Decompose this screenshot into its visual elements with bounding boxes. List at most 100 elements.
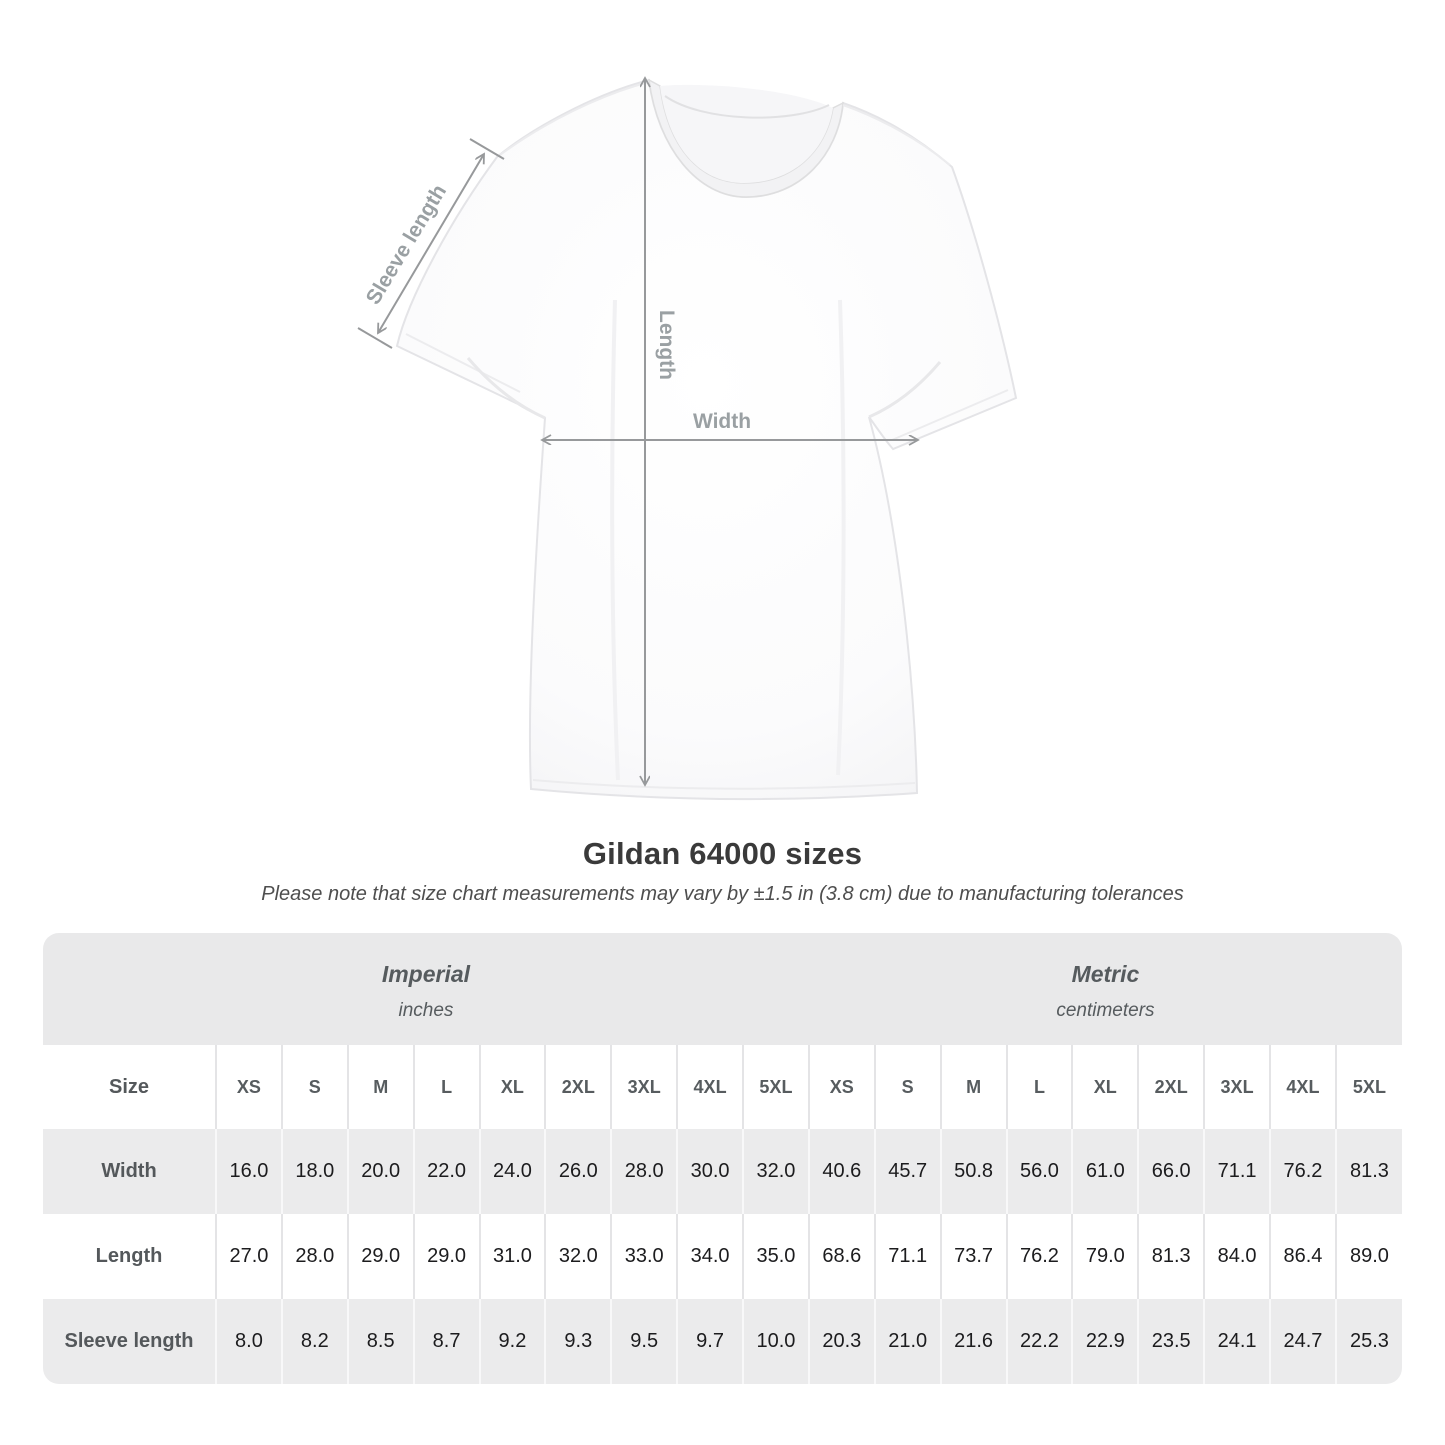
size-row-label: Size <box>43 1045 216 1129</box>
neck-opening <box>660 84 833 183</box>
value-cell-imperial: 9.3 <box>544 1299 612 1384</box>
value-cell-imperial: 9.5 <box>610 1299 678 1384</box>
value-cell-imperial: 8.5 <box>346 1299 414 1384</box>
sleeve-arrow <box>378 154 484 333</box>
value-cell-imperial: 8.0 <box>215 1299 282 1384</box>
size-header-metric-XS: XS <box>807 1045 875 1129</box>
unit-band-row: Imperial inches Metric centimeters <box>43 933 1402 1045</box>
size-header-imperial-XS: XS <box>215 1045 282 1129</box>
page-title: Gildan 64000 sizes <box>582 836 863 871</box>
value-cell-imperial: 29.0 <box>346 1214 414 1299</box>
value-cell-imperial: 9.2 <box>478 1299 546 1384</box>
tshirt-measurement-diagram: Width Length Sleeve length <box>357 0 1018 800</box>
unit-band-imperial: Imperial inches <box>43 933 809 1045</box>
value-cell-metric: 86.4 <box>1269 1214 1336 1299</box>
value-cell-metric: 25.3 <box>1334 1299 1402 1384</box>
value-cell-metric: 68.6 <box>807 1214 875 1299</box>
value-cell-metric: 22.9 <box>1071 1299 1139 1384</box>
size-header-metric-S: S <box>873 1045 941 1129</box>
value-cell-imperial: 33.0 <box>610 1214 678 1299</box>
imperial-unit-sublabel: inches <box>398 999 454 1021</box>
value-cell-imperial: 16.0 <box>215 1129 282 1214</box>
imperial-unit-label: Imperial <box>381 960 471 987</box>
value-cell-metric: 89.0 <box>1334 1214 1402 1299</box>
row-label: Length <box>43 1214 216 1299</box>
width-label: Width <box>693 410 751 433</box>
size-table-container: Imperial inches Metric centimeters Size XS S M L… <box>43 933 1402 1384</box>
value-cell-metric: 79.0 <box>1071 1214 1139 1299</box>
value-cell-imperial: 32.0 <box>544 1214 612 1299</box>
value-cell-metric: 84.0 <box>1203 1214 1270 1299</box>
size-header-imperial-M: M <box>346 1045 414 1129</box>
value-cell-metric: 73.7 <box>939 1214 1007 1299</box>
value-cell-metric: 24.1 <box>1203 1299 1270 1384</box>
value-cell-imperial: 29.0 <box>412 1214 480 1299</box>
metric-unit-label: Metric <box>1071 960 1140 987</box>
table-row-length: Length 27.0 28.0 29.0 29.0 31.0 32.0 33.0 34.0 35… <box>43 1214 1402 1299</box>
value-cell-imperial: 34.0 <box>676 1214 743 1299</box>
size-header-imperial-3XL: 3XL <box>610 1045 678 1129</box>
value-cell-imperial: 35.0 <box>742 1214 809 1299</box>
value-cell-imperial: 31.0 <box>478 1214 546 1299</box>
size-header-imperial-S: S <box>280 1045 348 1129</box>
value-cell-imperial: 28.0 <box>280 1214 348 1299</box>
value-cell-metric: 61.0 <box>1071 1129 1139 1214</box>
size-header-metric-XL: XL <box>1071 1045 1139 1129</box>
size-header-row: Size XS S M L XL 2XL 3XL 4XL 5XL XS S M L XL 2XL 3XL 4XL 5… <box>43 1045 1402 1129</box>
value-cell-metric: 71.1 <box>1203 1129 1270 1214</box>
value-cell-imperial: 10.0 <box>742 1299 809 1384</box>
value-cell-imperial: 24.0 <box>478 1129 546 1214</box>
length-label: Length <box>655 310 678 380</box>
value-cell-metric: 76.2 <box>1005 1214 1073 1299</box>
value-cell-metric: 76.2 <box>1269 1129 1336 1214</box>
value-cell-imperial: 28.0 <box>610 1129 678 1214</box>
size-header-metric-3XL: 3XL <box>1203 1045 1270 1129</box>
measurement-overlay <box>357 78 918 785</box>
size-header-metric-2XL: 2XL <box>1137 1045 1205 1129</box>
value-cell-metric: 81.3 <box>1137 1214 1205 1299</box>
tshirt-diagram-svg: Width Length Sleeve length <box>357 0 1018 800</box>
value-cell-imperial: 8.7 <box>412 1299 480 1384</box>
size-header-imperial-5XL: 5XL <box>742 1045 809 1129</box>
value-cell-metric: 20.3 <box>807 1299 875 1384</box>
value-cell-imperial: 22.0 <box>412 1129 480 1214</box>
value-cell-imperial: 26.0 <box>544 1129 612 1214</box>
size-header-metric-5XL: 5XL <box>1334 1045 1402 1129</box>
value-cell-imperial: 27.0 <box>215 1214 282 1299</box>
value-cell-metric: 45.7 <box>873 1129 941 1214</box>
table-row-width: Width 16.0 18.0 20.0 22.0 24.0 26.0 28.0 30.0 32.… <box>43 1129 1402 1214</box>
value-cell-metric: 23.5 <box>1137 1299 1205 1384</box>
value-cell-metric: 21.6 <box>939 1299 1007 1384</box>
size-header-metric-4XL: 4XL <box>1269 1045 1336 1129</box>
sleeve-arrow-cap-top <box>469 138 505 160</box>
value-cell-imperial: 9.7 <box>676 1299 743 1384</box>
value-cell-imperial: 30.0 <box>676 1129 743 1214</box>
value-cell-metric: 24.7 <box>1269 1299 1336 1384</box>
size-header-imperial-2XL: 2XL <box>544 1045 612 1129</box>
value-cell-imperial: 8.2 <box>280 1299 348 1384</box>
value-cell-imperial: 20.0 <box>346 1129 414 1214</box>
value-cell-imperial: 18.0 <box>280 1129 348 1214</box>
value-cell-imperial: 32.0 <box>742 1129 809 1214</box>
size-header-imperial-L: L <box>412 1045 480 1129</box>
value-cell-metric: 66.0 <box>1137 1129 1205 1214</box>
value-cell-metric: 81.3 <box>1334 1129 1402 1214</box>
row-label: Width <box>43 1129 216 1214</box>
size-table: Imperial inches Metric centimeters Size XS S M L… <box>43 933 1402 1384</box>
tshirt-seams <box>405 81 1009 790</box>
value-cell-metric: 40.6 <box>807 1129 875 1214</box>
size-header-imperial-XL: XL <box>478 1045 546 1129</box>
row-label: Sleeve length <box>43 1299 216 1384</box>
size-header-imperial-4XL: 4XL <box>676 1045 743 1129</box>
value-cell-metric: 50.8 <box>939 1129 1007 1214</box>
value-cell-metric: 21.0 <box>873 1299 941 1384</box>
size-header-metric-L: L <box>1005 1045 1073 1129</box>
size-header-metric-M: M <box>939 1045 1007 1129</box>
value-cell-metric: 71.1 <box>873 1214 941 1299</box>
sleeve-arrow-cap-bottom <box>357 327 393 349</box>
back-collar-seam <box>664 95 830 119</box>
unit-band-metric: Metric centimeters <box>808 933 1402 1045</box>
table-row-sleeve-length: Sleeve length 8.0 8.2 8.5 8.7 9.2 9.3 9.5 9.7 10.… <box>43 1299 1402 1384</box>
tolerance-note: Please note that size chart measurements… <box>261 883 1184 905</box>
value-cell-metric: 22.2 <box>1005 1299 1073 1384</box>
